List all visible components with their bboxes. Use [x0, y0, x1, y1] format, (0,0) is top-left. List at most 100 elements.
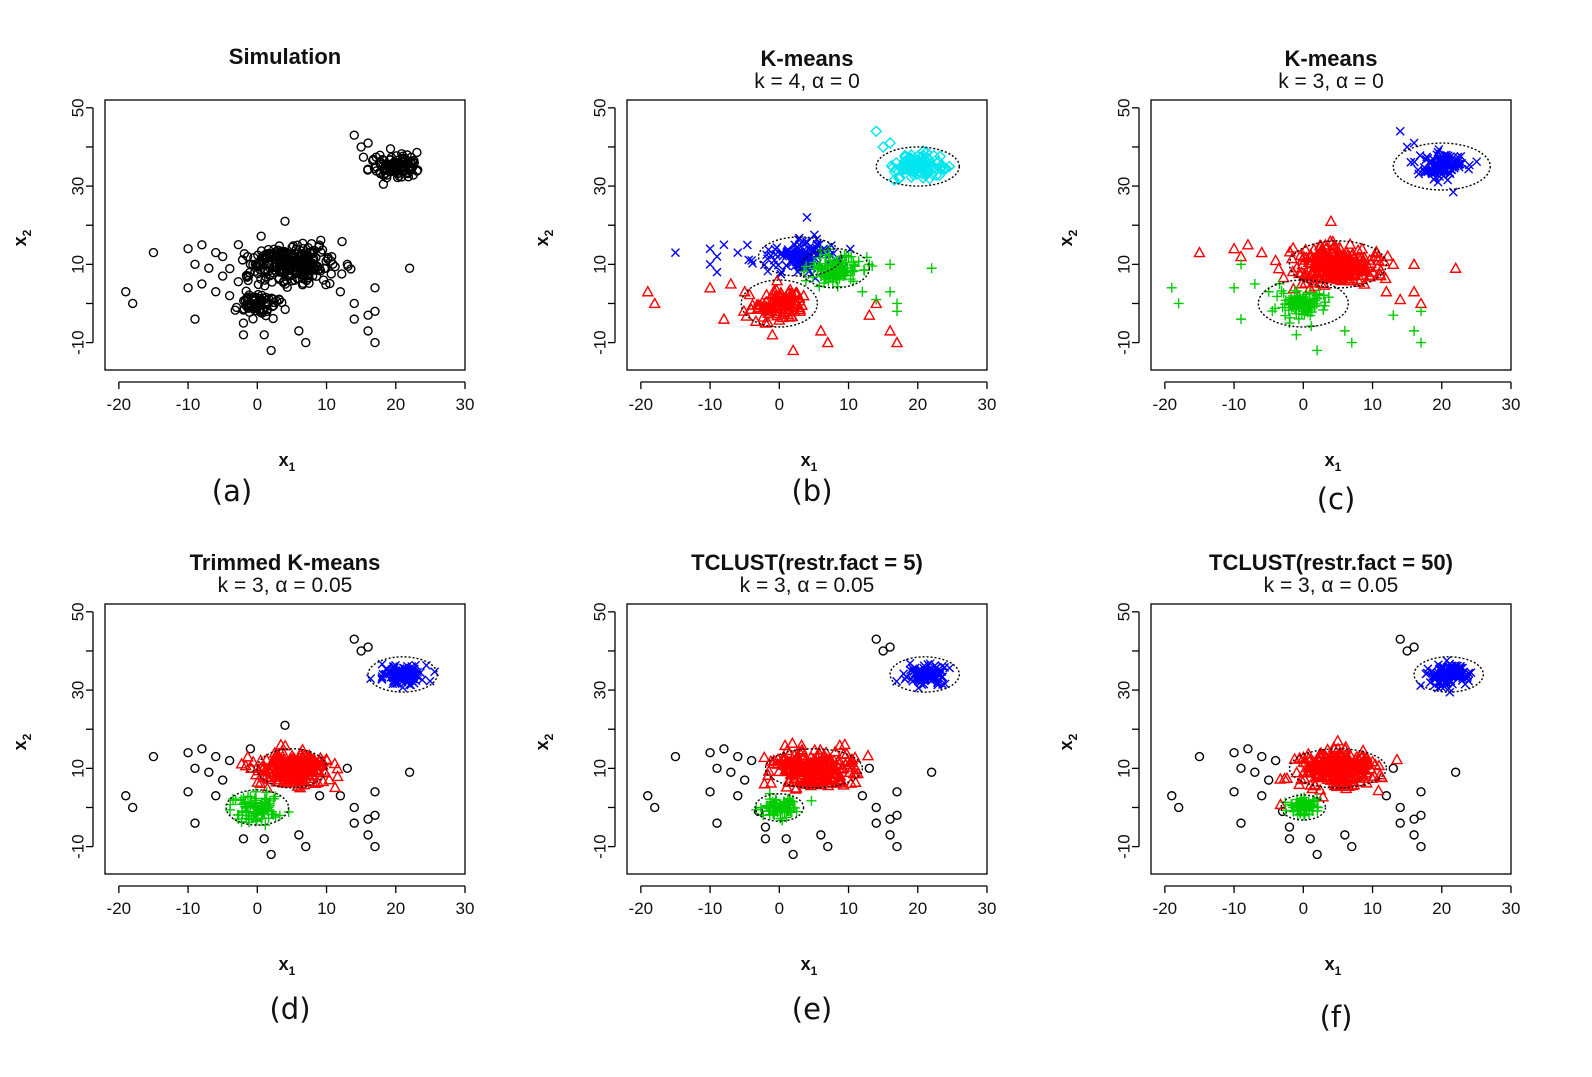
x-tick-label: 10 [1363, 395, 1382, 414]
outlier-point [301, 337, 311, 348]
outlier-point [885, 830, 895, 840]
cluster-ellipse [889, 656, 961, 693]
cluster-point [1375, 771, 1389, 783]
cluster-ellipse [1288, 240, 1388, 289]
chart-title: Simulation [229, 44, 341, 69]
cluster-point [1313, 265, 1327, 277]
cluster-point [768, 260, 778, 270]
cluster-point [303, 771, 317, 783]
outlier-point [871, 634, 881, 644]
cluster-point [250, 798, 261, 809]
x-tick-label: -10 [1222, 899, 1247, 918]
data-point [1236, 259, 1246, 270]
outlier-point [670, 751, 681, 762]
cluster-point [1276, 285, 1287, 296]
cluster-point [760, 288, 773, 300]
cluster-point [794, 249, 803, 259]
data-point [1324, 214, 1338, 227]
cluster-point [842, 263, 853, 274]
cluster-point [758, 751, 771, 763]
caption-f: (f) [1319, 1000, 1353, 1034]
data-point [703, 281, 717, 293]
plot-area [641, 125, 961, 356]
cluster-point [905, 149, 918, 162]
outlier-point [1395, 818, 1405, 828]
cluster-point [1445, 161, 1455, 171]
chart-a: Simulation -20 -10 0 10 20 30 -10 10 30 50 x1 x2 [10, 44, 474, 474]
cluster-point [809, 257, 820, 268]
outlier-point [349, 130, 359, 140]
cluster-point [801, 237, 811, 247]
cluster-point [1279, 299, 1290, 310]
cluster-point [1274, 772, 1287, 784]
data-point [786, 343, 800, 356]
y-tick-label: -10 [68, 834, 87, 859]
cluster-point [758, 777, 771, 789]
cluster-point [252, 262, 262, 272]
cluster-point [1274, 797, 1287, 810]
cluster-point [921, 166, 934, 179]
cluster-point [1330, 780, 1344, 792]
outlier-point [816, 830, 826, 840]
cluster-point [905, 658, 915, 668]
data-point [1388, 310, 1399, 321]
cluster-point [316, 247, 326, 257]
outlier-point [259, 330, 269, 340]
y-tick-label: 10 [590, 759, 609, 778]
outlier-point [238, 834, 249, 844]
cluster-point [1328, 773, 1342, 785]
outlier-point [823, 841, 833, 852]
cluster-point [933, 678, 943, 688]
outlier-point [760, 834, 771, 844]
outlier-point [349, 298, 359, 309]
cluster-point [804, 761, 817, 773]
cluster-point [241, 750, 254, 762]
cluster-point [313, 765, 326, 777]
outlier-point [294, 830, 304, 840]
plot-area [121, 130, 423, 356]
cluster-point [1293, 313, 1304, 324]
outlier-point [349, 634, 359, 644]
outlier-point [211, 751, 221, 762]
cluster-point [771, 752, 785, 764]
cluster-point [764, 809, 775, 820]
data-point [1416, 337, 1426, 348]
panel-b: K-means k = 4, α = 0 -20 -10 0 10 20 30 -10 10 30 5… [522, 0, 1042, 520]
cluster-point [906, 161, 919, 174]
cluster-point [1429, 672, 1439, 682]
cluster-point [375, 150, 385, 160]
cluster-point [841, 250, 852, 261]
cluster-point [316, 754, 329, 766]
outlier-point [197, 240, 207, 250]
outlier-point [1250, 767, 1260, 777]
cluster-point [256, 231, 266, 241]
caption-e: (e) [791, 992, 833, 1026]
cluster-point [751, 804, 762, 815]
cluster-point [409, 665, 419, 675]
cluster-point [242, 272, 252, 282]
cluster-point [778, 298, 791, 310]
cluster-point [404, 680, 414, 690]
outlier-point [1340, 830, 1350, 840]
data-point [712, 267, 722, 277]
cluster-point [1425, 156, 1435, 166]
cluster-point [366, 674, 376, 684]
x-tick-label: 20 [1432, 395, 1451, 414]
data-point [1166, 282, 1177, 293]
cluster-point [1441, 669, 1451, 679]
cluster-point [1286, 799, 1297, 810]
y-axis-label: x2 [10, 733, 34, 750]
x-tick-label: 30 [1502, 899, 1521, 918]
cluster-point [1289, 290, 1300, 301]
cluster-point [328, 259, 338, 269]
x-axis-label: x1 [279, 954, 296, 978]
cluster-point [255, 264, 265, 275]
outlier-point [1277, 806, 1288, 817]
y-tick-label: 30 [1114, 681, 1133, 700]
cluster-point [788, 291, 801, 304]
outlier-point [294, 326, 304, 336]
cluster-point [1304, 248, 1317, 260]
cluster-point [1324, 244, 1337, 257]
cluster-point [411, 660, 421, 670]
